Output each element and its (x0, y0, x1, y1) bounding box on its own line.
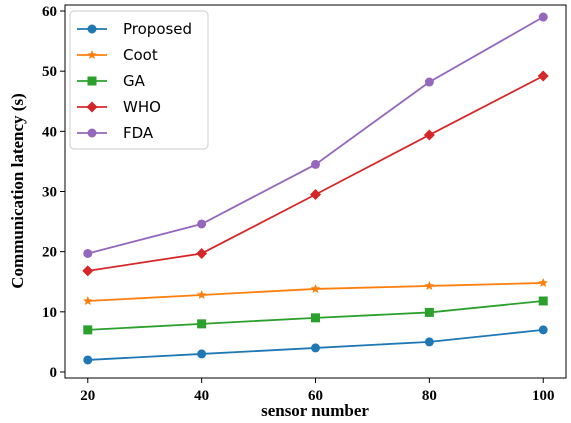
legend-label: Proposed (123, 20, 192, 38)
legend-marker (87, 24, 97, 34)
x-tick-label: 40 (194, 388, 209, 404)
series-coot (83, 277, 548, 306)
legend-box (69, 10, 209, 150)
data-point-proposed (197, 349, 207, 359)
legend: Proposed Coot GA WHO FDA (69, 10, 209, 150)
data-point-who (310, 189, 321, 201)
data-point-proposed (424, 337, 434, 347)
data-point-fda (538, 12, 548, 22)
legend-label: GA (123, 72, 146, 90)
data-point-who (82, 265, 94, 277)
data-point-coot (424, 280, 435, 290)
y-tick-label: 30 (42, 185, 57, 201)
data-point-proposed (83, 355, 93, 365)
data-point-fda (424, 77, 434, 87)
data-point-coot (83, 295, 93, 306)
data-point-fda (83, 248, 93, 258)
legend-marker (87, 50, 97, 60)
legend-marker (87, 76, 97, 86)
series-who (82, 70, 549, 277)
legend-item-ga: GA (77, 72, 146, 90)
data-point-coot (310, 283, 321, 294)
data-point-ga (538, 296, 548, 306)
x-axis: 20 40 60 80 100 (80, 378, 554, 404)
y-tick-label: 0 (50, 365, 58, 381)
legend-marker (86, 101, 98, 113)
y-tick-label: 60 (42, 4, 57, 20)
series-fda (83, 12, 548, 258)
legend-item-who: WHO (77, 98, 161, 116)
data-point-who (196, 247, 208, 259)
data-point-ga (424, 307, 434, 317)
legend-label: FDA (123, 124, 154, 142)
data-point-fda (197, 219, 207, 229)
y-tick-label: 20 (42, 245, 57, 261)
x-tick-label: 20 (80, 388, 95, 404)
legend-item-coot: Coot (77, 46, 158, 64)
legend-item-proposed: Proposed (77, 20, 192, 38)
series-proposed (83, 325, 548, 365)
data-point-who (537, 70, 549, 82)
x-tick-label: 100 (532, 388, 555, 404)
series-ga (83, 296, 548, 335)
x-tick-label: 60 (308, 388, 323, 404)
data-point-coot (538, 277, 548, 287)
legend-item-fda: FDA (77, 124, 154, 142)
data-point-ga (83, 325, 93, 335)
data-point-ga (197, 319, 207, 329)
data-point-ga (311, 313, 320, 323)
series-layer (82, 12, 549, 365)
y-axis: 0 10 20 30 40 50 60 (42, 4, 65, 381)
data-point-coot (196, 289, 207, 300)
data-point-who (423, 129, 435, 141)
data-point-fda (311, 159, 320, 169)
y-tick-label: 40 (42, 124, 57, 140)
y-tick-label: 10 (42, 305, 57, 321)
legend-marker (87, 128, 97, 138)
legend-label: WHO (123, 98, 161, 116)
data-point-proposed (538, 325, 548, 335)
legend-label: Coot (123, 46, 158, 64)
x-tick-label: 80 (422, 388, 437, 404)
x-axis-title: sensor number (261, 401, 369, 420)
data-point-proposed (311, 343, 320, 353)
y-tick-label: 50 (42, 64, 57, 80)
y-axis-title: Communication latency (s) (8, 93, 27, 288)
